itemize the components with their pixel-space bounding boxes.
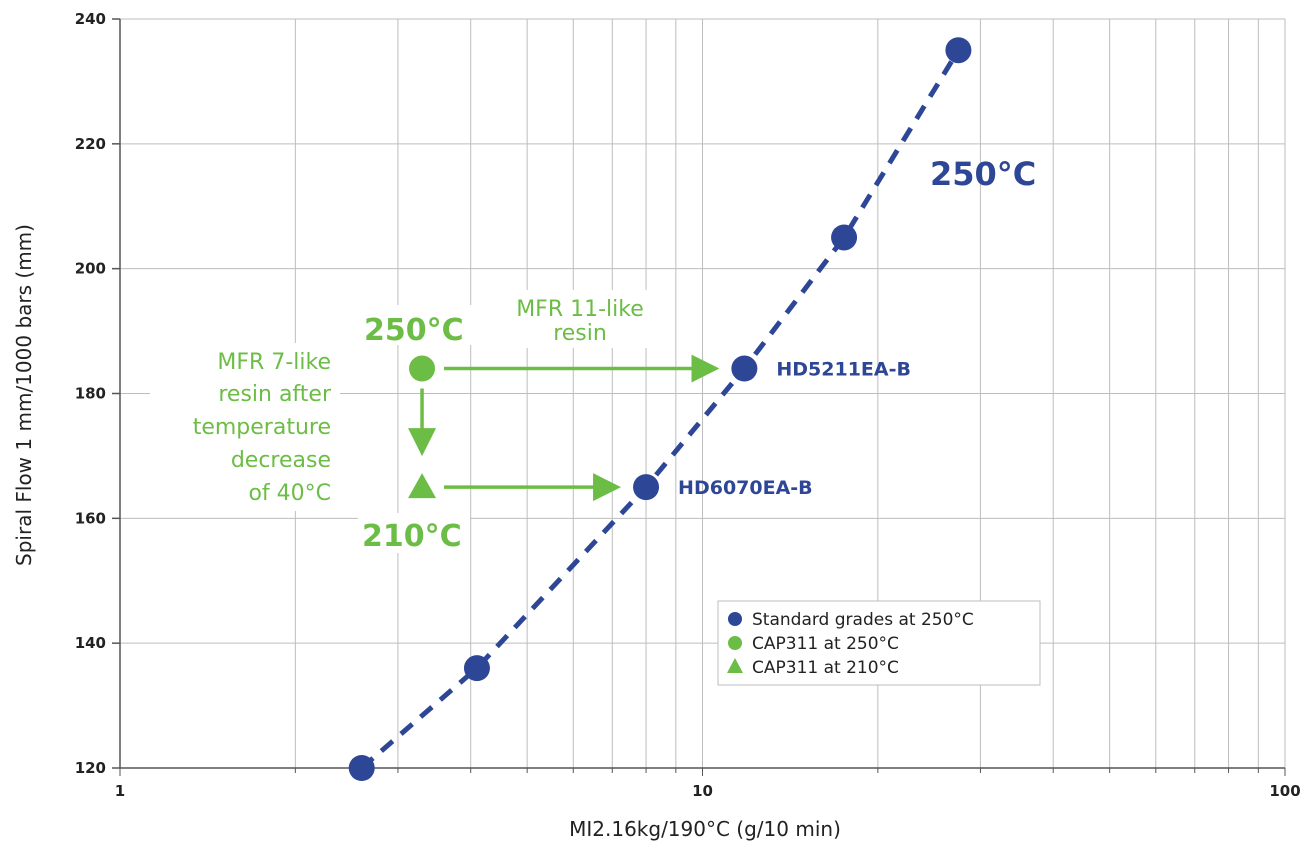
x-tick-label: 100 xyxy=(1269,782,1300,800)
legend-label-cap250: CAP311 at 250°C xyxy=(752,634,899,654)
legend-marker-standard xyxy=(728,612,742,626)
y-tick-label: 240 xyxy=(75,10,106,28)
legend-marker-cap210 xyxy=(727,658,743,673)
trend-line-path xyxy=(360,48,961,770)
trend-line xyxy=(360,48,961,770)
mfr7-line-3: temperature xyxy=(193,415,331,440)
legend-label-standard: Standard grades at 250°C xyxy=(752,610,974,630)
data-point xyxy=(409,355,436,382)
data-point-label: HD6070EA-B xyxy=(678,477,813,499)
mfr7-line-1: MFR 7-like xyxy=(217,350,331,375)
cap-cold-temp-label: 210°C xyxy=(362,519,462,554)
mfr7-line-2: resin after xyxy=(218,382,332,407)
data-point xyxy=(945,37,972,64)
mfr7-line-5: of 40°C xyxy=(248,481,331,506)
data-point xyxy=(633,474,660,501)
x-tick-label: 1 xyxy=(115,782,125,800)
legend-label-cap210: CAP311 at 210°C xyxy=(752,658,899,678)
legend-marker-cap250 xyxy=(728,636,742,650)
cap-hot-label-bg xyxy=(360,305,482,345)
arrows xyxy=(408,354,720,502)
data-point xyxy=(831,224,858,251)
mfr11-line-1: MFR 11-like xyxy=(516,297,644,322)
mfr11-annotation: MFR 11-like resin xyxy=(490,290,670,348)
curve-temp-label: 250°C xyxy=(930,155,1036,193)
y-tick-label: 220 xyxy=(75,135,106,153)
x-tick-label: 10 xyxy=(692,782,713,800)
legend: Standard grades at 250°C CAP311 at 250°C… xyxy=(717,600,1041,686)
data-point-triangle xyxy=(408,473,437,499)
mfr7-annotation: MFR 7-like resin after temperature decre… xyxy=(150,343,340,511)
y-tick-label: 180 xyxy=(75,385,106,403)
mfr11-line-2: resin xyxy=(553,321,607,346)
data-point-label: HD5211EA-B xyxy=(776,359,911,381)
legend-box xyxy=(717,600,1041,686)
y-tick-label: 160 xyxy=(75,509,106,527)
axes: 120 140 160 180 200 220 240 1 10 100 xyxy=(75,10,1301,800)
y-tick-label: 140 xyxy=(75,634,106,652)
data-point xyxy=(463,655,490,682)
y-tick-label: 120 xyxy=(75,759,106,777)
x-axis-title: MI2.16kg/190°C (g/10 min) xyxy=(569,817,841,841)
cap-hot-temp-label: 250°C xyxy=(364,313,464,348)
cap-cold-label-bg xyxy=(358,513,470,553)
data-point xyxy=(348,755,375,781)
data-point xyxy=(731,355,758,382)
y-tick-label: 200 xyxy=(75,260,106,278)
grid xyxy=(119,18,1286,769)
mfr7-line-4: decrease xyxy=(231,448,331,473)
y-axis-title: Spiral Flow 1 mm/1000 bars (mm) xyxy=(12,224,36,566)
data-points: HD6070EA-B HD5211EA-B xyxy=(348,37,972,781)
